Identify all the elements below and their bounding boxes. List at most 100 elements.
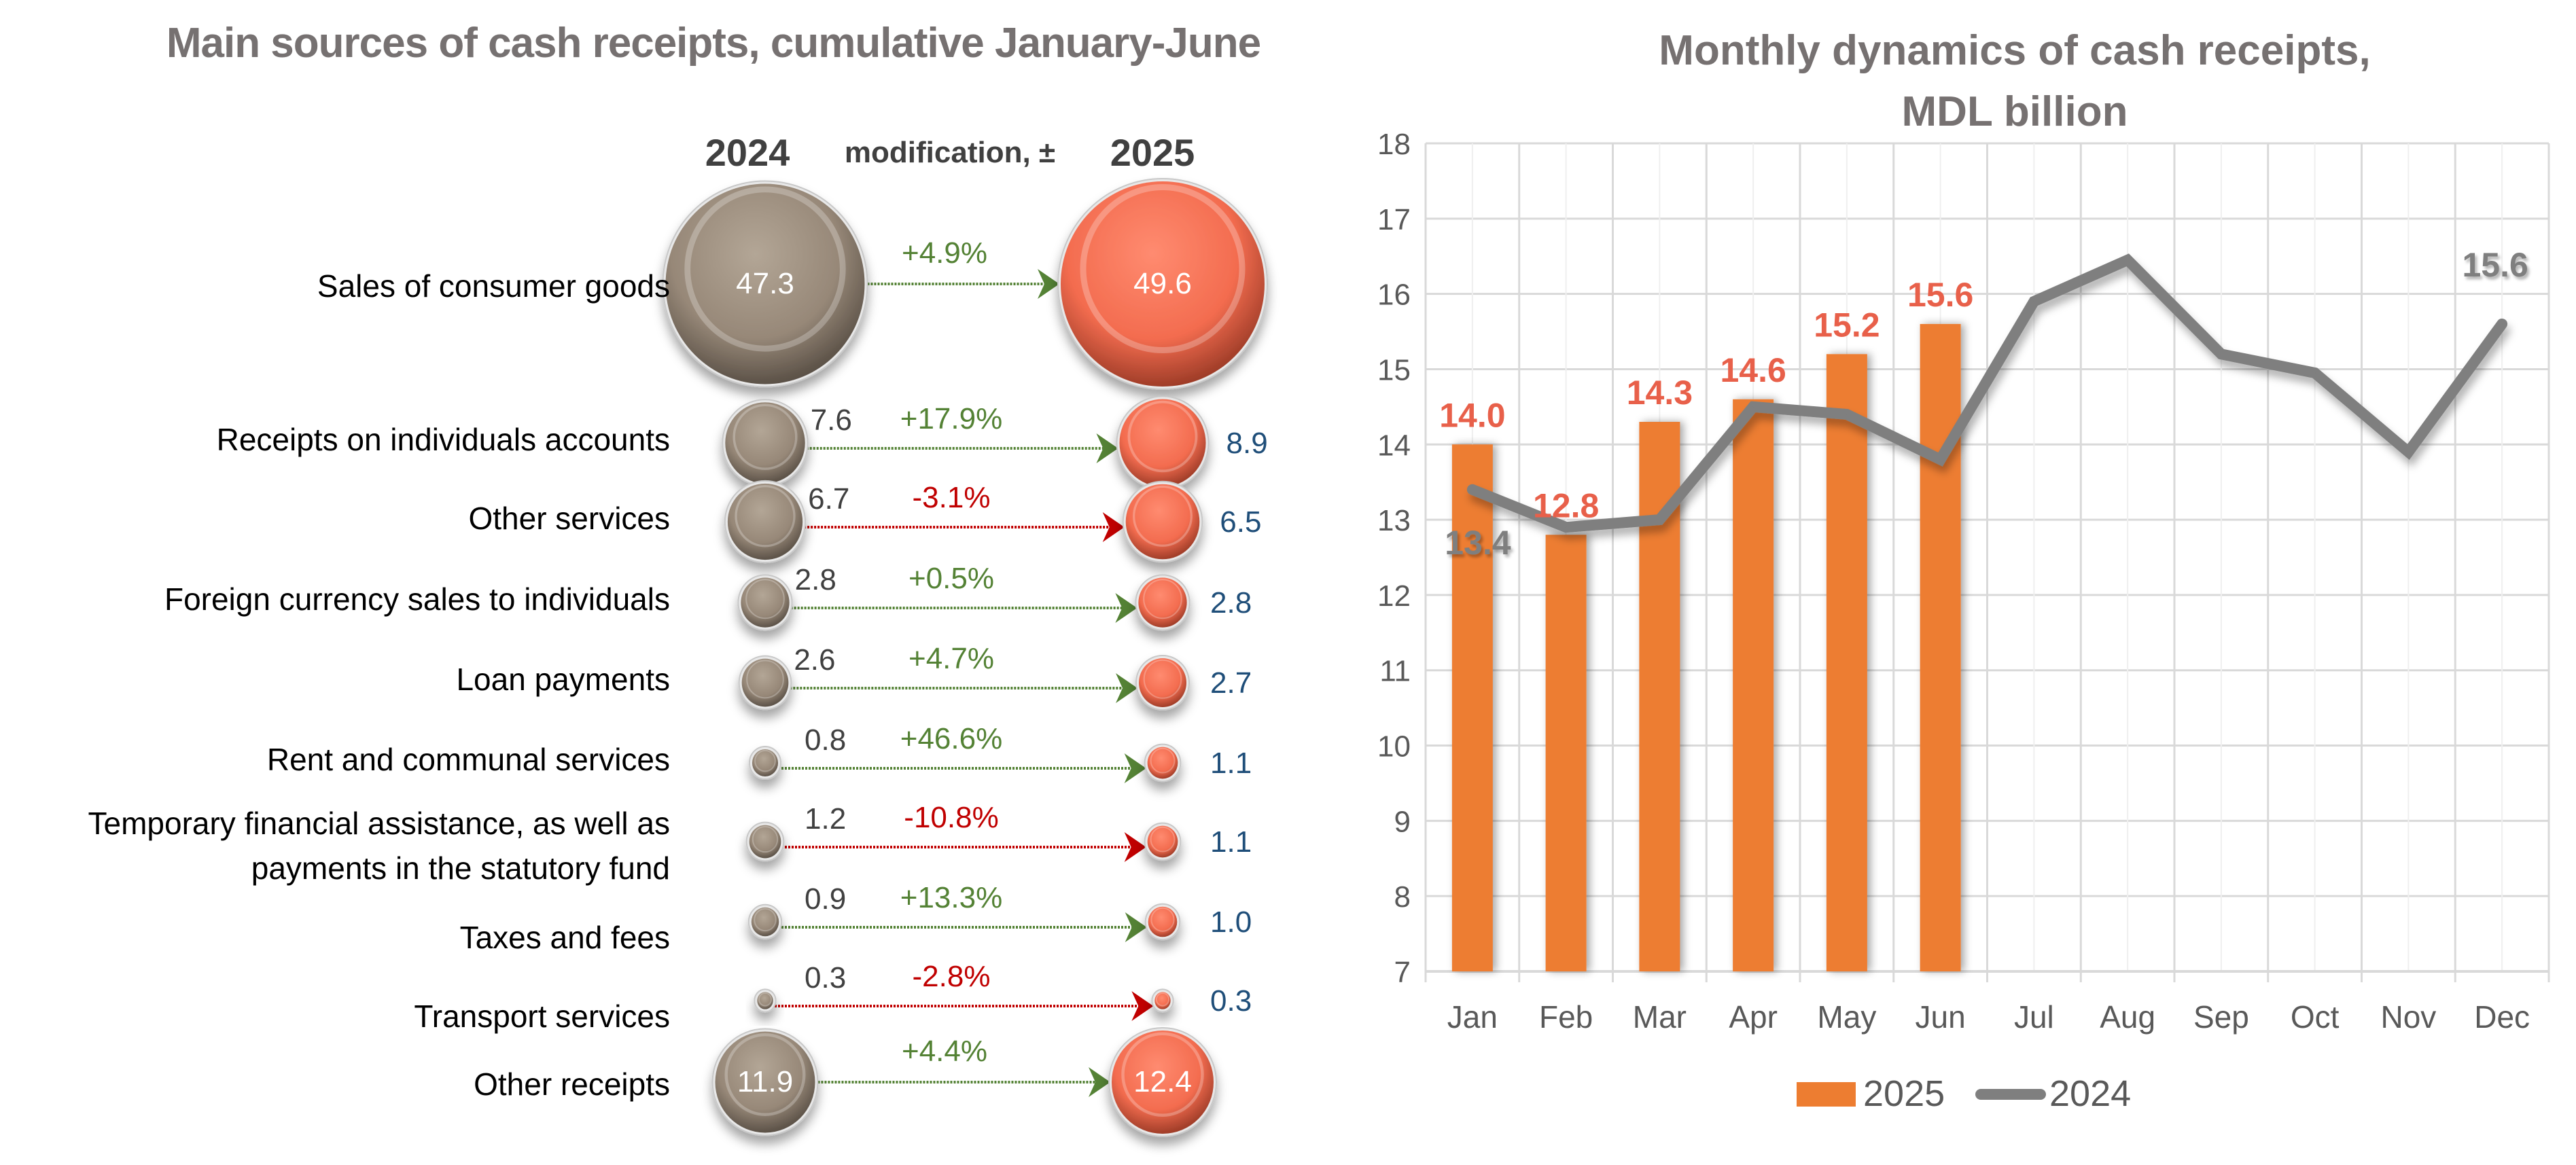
change-percent: +13.3% bbox=[900, 881, 1003, 914]
x-tick-label: Oct bbox=[2291, 999, 2340, 1035]
value-2024: 0.3 bbox=[805, 961, 847, 994]
arrow-head-icon bbox=[1115, 593, 1137, 623]
line-point-2024 bbox=[1565, 526, 1567, 528]
line-data-label: 15.6 bbox=[2462, 246, 2528, 284]
bubble-2024 bbox=[745, 821, 785, 862]
line-point-2024 bbox=[2033, 300, 2035, 302]
column-header-2024: 2024 bbox=[705, 131, 790, 174]
bar-2025 bbox=[1920, 323, 1961, 971]
bubble-2025 bbox=[1135, 574, 1190, 631]
row-label: Other receipts bbox=[474, 1067, 670, 1102]
arrow-head-icon bbox=[1125, 912, 1147, 942]
x-tick-label: Sep bbox=[2193, 999, 2249, 1035]
y-tick-label: 12 bbox=[1377, 579, 1411, 613]
bubble-2025 bbox=[1108, 1027, 1217, 1137]
line-point-2024 bbox=[1659, 519, 1661, 521]
y-tick-label: 15 bbox=[1377, 353, 1411, 387]
value-2025: 1.0 bbox=[1210, 906, 1252, 939]
y-tick-label: 18 bbox=[1377, 128, 1411, 161]
line-point-2024 bbox=[2407, 451, 2410, 453]
left-panel-title: Main sources of cash receipts, cumulativ… bbox=[166, 20, 1261, 67]
chart-title: Monthly dynamics of cash receipts, MDL b… bbox=[1563, 20, 2467, 143]
y-tick-label: 14 bbox=[1377, 429, 1411, 462]
y-tick-label: 17 bbox=[1377, 203, 1411, 236]
bubble-2025 bbox=[1151, 988, 1174, 1013]
legend-label-2025: 2025 bbox=[1863, 1073, 1945, 1114]
arrow-head-icon bbox=[1124, 753, 1146, 783]
chart-title-line1: Monthly dynamics of cash receipts, bbox=[1659, 27, 2371, 74]
x-tick-label: Dec bbox=[2474, 999, 2530, 1035]
arrow-head-icon bbox=[1131, 991, 1154, 1021]
bar-data-label: 15.6 bbox=[1907, 276, 1973, 314]
line-point-2024 bbox=[1752, 406, 1754, 408]
value-2025: 8.9 bbox=[1226, 427, 1268, 460]
bubble-2025 bbox=[1144, 903, 1181, 941]
line-data-label: 13.4 bbox=[1445, 524, 1511, 562]
bar-data-label: 12.8 bbox=[1533, 486, 1599, 524]
line-point-2024 bbox=[2314, 372, 2316, 374]
bubble-2024 bbox=[748, 745, 782, 781]
line-point-2024 bbox=[2501, 323, 2503, 325]
bubble-2024 bbox=[662, 180, 868, 388]
value-2024: 0.8 bbox=[805, 723, 847, 757]
bubble-2024 bbox=[724, 480, 807, 564]
line-point-2024 bbox=[2220, 353, 2222, 355]
value-2024: 11.9 bbox=[737, 1065, 794, 1098]
legend-label-2024: 2024 bbox=[2049, 1073, 2131, 1114]
bar-data-label: 14.6 bbox=[1720, 351, 1786, 389]
value-2024: 7.6 bbox=[810, 404, 852, 437]
x-tick-label: May bbox=[1817, 999, 1876, 1035]
change-percent: -10.8% bbox=[904, 801, 999, 834]
x-tick-label: Feb bbox=[1539, 999, 1593, 1035]
bar-data-label: 14.3 bbox=[1627, 374, 1693, 412]
bubble-2025 bbox=[1144, 822, 1182, 861]
bar-2025 bbox=[1733, 399, 1774, 971]
y-tick-label: 7 bbox=[1394, 956, 1411, 989]
x-tick-label: Nov bbox=[2380, 999, 2436, 1035]
y-tick-label: 10 bbox=[1377, 730, 1411, 764]
change-percent: +0.5% bbox=[908, 562, 994, 595]
value-2025: 6.5 bbox=[1220, 505, 1262, 539]
bar-2025 bbox=[1826, 354, 1867, 971]
monthly-chart: 14.0 12.8 14.3 14.6 15.2 15.6 13.4 15.6 7 8 9 10 11… bbox=[1377, 128, 2550, 1114]
value-2025: 2.7 bbox=[1210, 666, 1252, 700]
row-label: Transport services bbox=[414, 999, 670, 1034]
arrow-head-icon bbox=[1038, 269, 1059, 299]
value-2025: 0.3 bbox=[1210, 984, 1252, 1018]
chart-legend: 2025 2024 bbox=[1797, 1073, 2131, 1114]
change-percent: +4.9% bbox=[902, 236, 987, 270]
arrow-head-icon bbox=[1124, 832, 1146, 862]
arrow-head-icon bbox=[1089, 1067, 1110, 1097]
change-percent: +4.4% bbox=[902, 1035, 987, 1068]
x-tick-label: Jun bbox=[1916, 999, 1966, 1035]
change-percent: +4.7% bbox=[908, 642, 994, 675]
bar-2025 bbox=[1545, 535, 1587, 971]
bubble-2024 bbox=[738, 655, 792, 711]
row-label: Sales of consumer goods bbox=[317, 268, 670, 304]
row-label: Temporary financial assistance, as well … bbox=[88, 806, 670, 841]
bubble-2024 bbox=[722, 399, 809, 487]
legend-swatch-bar bbox=[1797, 1082, 1856, 1107]
row-label: Other services bbox=[468, 501, 670, 536]
y-tick-label: 16 bbox=[1377, 279, 1411, 312]
line-point-2024 bbox=[1471, 488, 1473, 490]
bubble-2025 bbox=[1144, 743, 1182, 783]
column-header-modification: modification, ± bbox=[844, 136, 1056, 169]
arrow-head-icon bbox=[1096, 433, 1118, 463]
change-percent: -3.1% bbox=[912, 481, 991, 514]
x-tick-label: Apr bbox=[1729, 999, 1778, 1035]
value-2024: 2.6 bbox=[794, 643, 836, 677]
y-tick-label: 8 bbox=[1394, 880, 1411, 914]
bubble-2024 bbox=[711, 1028, 819, 1136]
x-tick-label: Jul bbox=[2014, 999, 2054, 1035]
line-point-2024 bbox=[2127, 259, 2129, 261]
bubble-2024 bbox=[747, 903, 783, 940]
bubble-2025 bbox=[1057, 178, 1268, 390]
bubble-2025 bbox=[1116, 395, 1210, 490]
value-2025: 1.1 bbox=[1210, 825, 1252, 859]
row-label: Taxes and fees bbox=[459, 920, 670, 955]
row-label-line2: payments in the statutory fund bbox=[251, 850, 670, 886]
x-tick-label: Mar bbox=[1633, 999, 1687, 1035]
row-label: Foreign currency sales to individuals bbox=[164, 581, 670, 617]
value-2025: 12.4 bbox=[1133, 1065, 1192, 1098]
